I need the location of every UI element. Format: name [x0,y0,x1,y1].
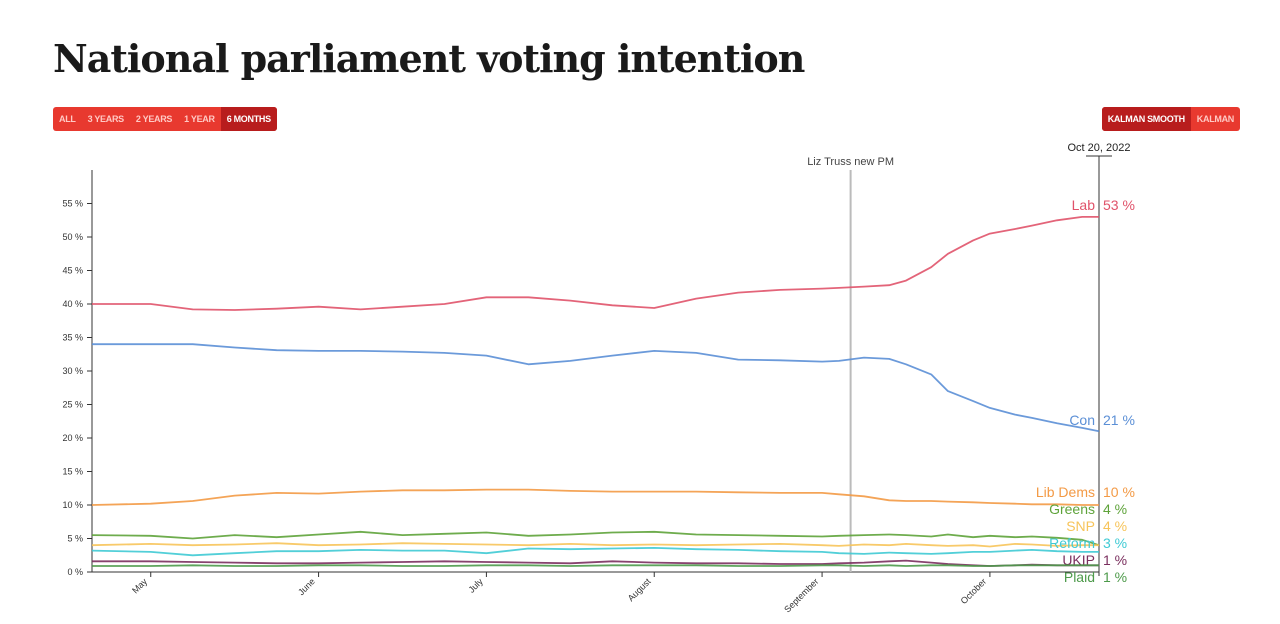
range-2-years-button[interactable]: 2 YEARS [135,114,173,124]
x-tick-label: October [959,576,989,606]
y-tick-label: 55 % [62,199,83,209]
annotation-label: Liz Truss new PM [807,156,894,168]
kalman-button[interactable]: KALMAN [1196,114,1235,124]
y-tick-label: 15 % [62,467,83,477]
series-value-label: 4 % [1103,518,1127,534]
series-value-label: 1 % [1103,569,1127,585]
range-all-button[interactable]: ALL [59,114,76,124]
series-line-lib-dems [91,488,1099,506]
x-tick-label: May [130,576,149,595]
x-tick-label: September [782,576,820,614]
range-1-year-button[interactable]: 1 YEAR [184,114,215,124]
x-tick-label: August [626,576,653,603]
series-value-label: 1 % [1103,552,1127,568]
range-6-months-button[interactable]: 6 MONTHS [220,107,277,131]
series-value-label: 10 % [1103,484,1135,500]
series-line-reform [91,547,1099,557]
kalman-smooth-button[interactable]: KALMAN SMOOTH [1101,107,1191,131]
series-value-label: 3 % [1103,535,1127,551]
y-tick-label: 20 % [62,433,83,443]
y-tick-label: 50 % [62,232,83,242]
page-title: National parliament voting intention [53,36,805,81]
series-name-label: UKIP [1062,552,1095,568]
range-3-years-button[interactable]: 3 YEARS [87,114,125,124]
series-line-lab [92,215,1099,311]
series-name-label: Plaid [1064,569,1095,585]
y-tick-label: 10 % [62,500,83,510]
y-tick-label: 45 % [62,266,83,276]
series-value-label: 21 % [1103,412,1135,428]
time-range-selector: ALL 3 YEARS 2 YEARS 1 YEAR 6 MONTHS [53,107,277,131]
y-tick-label: 0 % [67,567,83,577]
series-line-plaid [92,564,1099,567]
series-line-con [92,343,1100,433]
series-line-greens [91,530,1100,547]
smoothing-selector: KALMAN SMOOTH KALMAN [1101,107,1240,131]
y-tick-label: 35 % [62,333,83,343]
series-value-label: 4 % [1103,501,1127,517]
series-name-label: Con [1069,412,1095,428]
series-name-label: Reform [1049,535,1095,551]
date-cursor-label: Oct 20, 2022 [1068,142,1131,154]
y-tick-label: 40 % [62,299,83,309]
series-value-label: 53 % [1103,197,1135,213]
series-line-snp [91,542,1099,548]
y-tick-label: 25 % [62,400,83,410]
series-name-label: Lab [1072,197,1096,213]
series-name-label: Lib Dems [1036,484,1095,500]
y-tick-label: 5 % [67,534,83,544]
series-name-label: Greens [1049,501,1095,517]
series-name-label: SNP [1066,518,1095,534]
x-tick-label: June [296,576,317,597]
y-tick-label: 30 % [62,366,83,376]
x-tick-label: July [466,576,485,595]
